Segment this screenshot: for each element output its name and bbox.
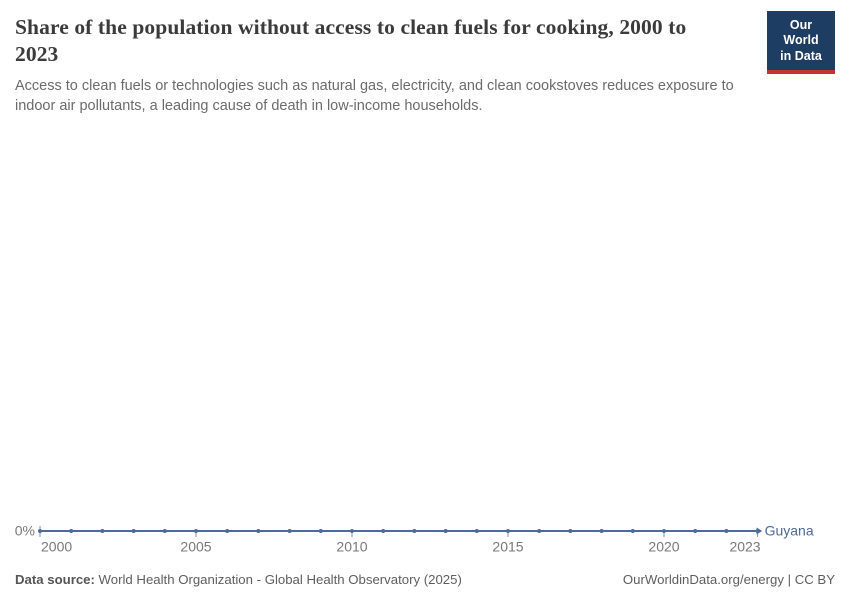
data-point (100, 529, 105, 533)
data-point (256, 529, 261, 533)
data-point (599, 529, 604, 533)
x-axis-label: 2000 (41, 539, 72, 555)
owid-logo-line1: Our World (783, 18, 819, 48)
data-point (318, 529, 323, 533)
credit-line: OurWorldinData.org/energy | CC BY (622, 572, 835, 587)
data-point (537, 529, 542, 533)
x-axis-label: 2015 (492, 539, 523, 555)
data-point (474, 529, 479, 533)
data-point (69, 529, 74, 533)
chart-subtitle: Access to clean fuels or technologies su… (15, 78, 734, 114)
data-source-label: Data source: (15, 572, 95, 587)
data-source-value: World Health Organization - Global Healt… (94, 572, 462, 587)
data-point (131, 529, 136, 533)
data-point (350, 529, 354, 533)
title-block: Share of the population without access t… (15, 14, 750, 116)
data-point (225, 529, 230, 533)
data-source: Data source: World Health Organization -… (15, 572, 462, 587)
data-point (724, 529, 729, 533)
owid-logo-line2: in Data (780, 48, 822, 63)
data-point (412, 529, 417, 533)
data-point (693, 529, 698, 533)
x-axis-label: 2020 (648, 539, 679, 555)
data-point (506, 529, 510, 533)
data-point (194, 529, 198, 533)
data-point (287, 529, 292, 533)
x-axis-label: 2005 (180, 539, 211, 555)
data-point (630, 529, 635, 533)
data-point (662, 529, 666, 533)
chart-header: Share of the population without access t… (15, 11, 835, 116)
owid-logo: Our World in Data (767, 11, 835, 74)
chart-title: Share of the population without access t… (15, 15, 687, 67)
x-axis-label: 2023 (729, 539, 760, 555)
entity-label[interactable]: Guyana (765, 523, 814, 539)
x-axis-label: 2010 (336, 539, 367, 555)
line-end-arrow (756, 527, 763, 535)
data-point (443, 529, 448, 533)
data-point (38, 529, 42, 533)
data-point (568, 529, 573, 533)
chart-footer: Data source: World Health Organization -… (15, 572, 835, 587)
data-point (162, 529, 167, 533)
data-point (381, 529, 386, 533)
y-axis-label: 0% (15, 523, 35, 539)
